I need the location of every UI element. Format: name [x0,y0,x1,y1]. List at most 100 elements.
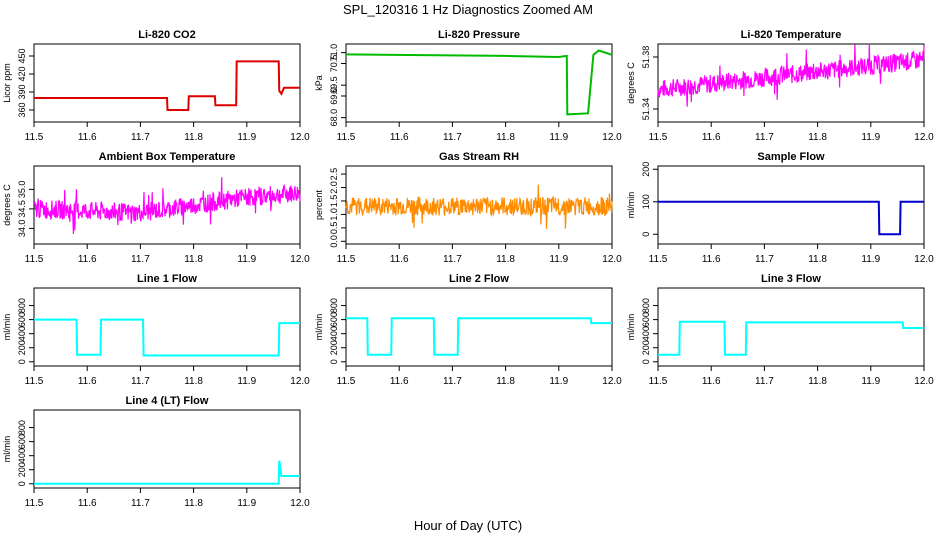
x-tick-label: 11.5 [337,376,356,387]
y-tick-label: 34.5 [17,200,27,218]
y-axis-label: ml/min [314,314,324,341]
panel-title: Sample Flow [757,151,825,163]
plot-frame [33,409,301,489]
x-tick-label: 11.9 [549,254,568,265]
y-tick-label: 600 [17,312,27,327]
panel-title: Li-820 Pressure [438,29,520,41]
series-line [34,60,300,111]
x-tick-label: 11.6 [702,254,721,265]
x-tick-label: 11.7 [131,498,150,509]
x-tick-label: 11.9 [861,132,880,143]
y-tick-label: 68.0 [329,109,339,127]
x-tick-label: 11.6 [78,376,97,387]
x-tick-label: 11.8 [184,498,203,509]
x-tick-label: 11.8 [184,254,203,265]
x-tick-label: 11.7 [443,254,462,265]
x-tick-label: 11.5 [337,132,356,143]
y-tick-label: 100 [641,194,651,209]
y-tick-label: 450 [17,48,27,63]
plot-frame [657,287,925,367]
y-tick-label: 2.0 [329,181,339,194]
panel-title: Gas Stream RH [439,151,519,163]
y-tick-label: 800 [17,420,27,435]
y-tick-label: 200 [641,340,651,355]
y-tick-label: 1.5 [329,195,339,208]
y-tick-label: 51.34 [641,98,651,121]
y-tick-label: 69.5 [329,76,339,94]
x-tick-label: 11.5 [649,376,668,387]
x-tick-label: 11.6 [390,376,409,387]
x-tick-label: 11.8 [808,132,827,143]
y-axis-label: ml/min [2,314,12,341]
x-tick-label: 11.6 [390,254,409,265]
x-tick-label: 12.0 [914,254,934,265]
x-tick-label: 12.0 [914,132,934,143]
y-tick-label: 420 [17,66,27,81]
y-tick-label: 2.5 [329,168,339,181]
x-tick-label: 11.9 [861,254,880,265]
x-tick-label: 11.6 [78,498,97,509]
y-tick-label: 69.0 [329,87,339,105]
x-tick-label: 11.9 [237,498,256,509]
plot-frame [33,287,301,367]
panel-title: Line 2 Flow [449,273,509,285]
panel-3: Li-820 Temperature 11.5 11.6 11.7 11.8 11.9 12… [626,29,934,143]
figure-title: SPL_120316 1 Hz Diagnostics Zoomed AM [342,2,594,17]
y-axis-label: degrees C [2,184,12,226]
series-band [657,43,925,107]
y-tick-label: 400 [17,448,27,463]
x-tick-label: 11.9 [549,132,568,143]
x-tick-label: 11.8 [808,376,827,387]
panel-10: Line 4 (LT) Flow 11.5 11.6 11.7 11.8 11.9 12.0… [2,395,310,509]
x-tick-label: 11.8 [184,132,203,143]
panel-title: Ambient Box Temperature [99,151,236,163]
y-tick-label: 390 [17,84,27,99]
series-band [345,184,613,229]
y-tick-label: 70.5 [329,55,339,73]
y-tick-label: 0 [17,481,27,486]
y-tick-label: 600 [329,312,339,327]
y-axis-label: percent [314,189,324,220]
panel-title: Line 3 Flow [761,273,821,285]
y-tick-label: 800 [641,298,651,313]
x-tick-label: 11.5 [25,132,44,143]
panel-2: Li-820 Pressure 11.5 11.6 11.7 11.8 11.9 12.0 6… [314,29,622,143]
y-axis-label: Licor ppm [2,63,12,103]
y-tick-label: 800 [329,298,339,313]
panel-4: Ambient Box Temperature 11.5 11.6 11.7 11.8 1… [2,151,310,265]
y-tick-label: 34.0 [17,220,27,238]
panel-1: Li-820 CO2 11.5 11.6 11.7 11.8 11.9 12.0 360 390… [2,29,310,143]
panel-7: Line 1 Flow 11.5 11.6 11.7 11.8 11.9 12.0 0 2004… [2,273,310,387]
y-tick-label: 0 [329,359,339,364]
x-tick-label: 11.6 [702,132,721,143]
x-tick-label: 11.9 [237,254,256,265]
x-tick-label: 11.7 [443,376,462,387]
x-tick-label: 12.0 [602,132,622,143]
x-tick-label: 12.0 [914,376,934,387]
y-tick-label: 400 [641,326,651,341]
series-line [346,317,612,356]
y-axis-label: kPa [314,75,324,91]
series-line [658,200,924,236]
x-tick-label: 11.7 [131,132,150,143]
x-tick-label: 11.7 [755,254,774,265]
x-tick-label: 11.5 [649,254,668,265]
x-tick-label: 12.0 [290,254,310,265]
plot-frame [657,43,925,123]
series-line [345,49,613,116]
x-tick-label: 11.7 [755,376,774,387]
x-tick-label: 11.5 [25,254,44,265]
y-tick-label: 200 [329,340,339,355]
panel-8: Line 2 Flow 11.5 11.6 11.7 11.8 11.9 12.0 0 2004… [314,273,622,387]
x-tick-label: 11.5 [337,254,356,265]
x-tick-label: 11.7 [131,376,150,387]
x-tick-label: 11.8 [496,376,515,387]
x-axis-label: Hour of Day (UTC) [413,518,523,533]
x-tick-label: 11.6 [78,132,97,143]
y-tick-label: 800 [17,298,27,313]
x-tick-label: 11.5 [649,132,668,143]
x-tick-label: 11.9 [861,376,880,387]
y-tick-label: 0 [17,359,27,364]
series-line [34,318,300,357]
